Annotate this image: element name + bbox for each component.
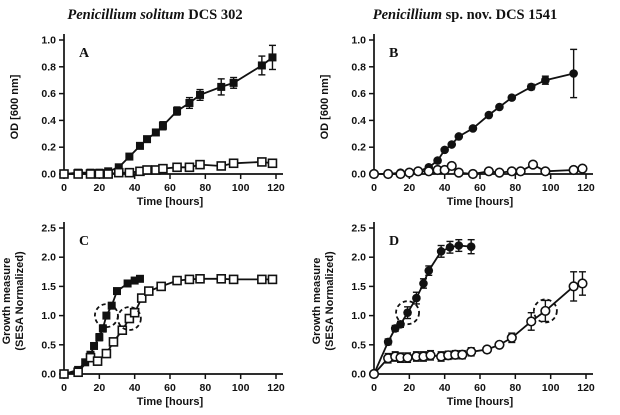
svg-text:0.6: 0.6 — [351, 88, 366, 100]
svg-text:Time [hours]: Time [hours] — [137, 396, 204, 408]
svg-text:1.0: 1.0 — [351, 35, 366, 47]
svg-text:2.5: 2.5 — [41, 223, 56, 235]
svg-text:100: 100 — [542, 182, 560, 194]
svg-text:Time [hours]: Time [hours] — [137, 196, 204, 208]
svg-text:60: 60 — [164, 382, 176, 394]
svg-text:120: 120 — [267, 182, 285, 194]
top-panel-row: 0 20 40 60 80 100 120 0.0 0.2 0.4 0.6 0.8 1.0 Time [h… — [0, 24, 620, 214]
svg-text:0: 0 — [371, 382, 377, 394]
bottom-panel-row: 0 20 40 60 80 100 120 0.0 0.5 1.0 1.5 2.0 2.5 Time [h… — [0, 214, 620, 414]
svg-text:(SESA Normalized): (SESA Normalized) — [14, 251, 26, 351]
figure-title-right-regular: sp. nov. DCS 1541 — [442, 7, 558, 23]
svg-text:120: 120 — [577, 182, 595, 194]
svg-text:0.2: 0.2 — [351, 142, 366, 154]
svg-text:60: 60 — [474, 382, 486, 394]
svg-text:0.5: 0.5 — [41, 339, 56, 351]
svg-text:0.8: 0.8 — [351, 61, 366, 73]
figure-title-right-italic: Penicillium — [372, 7, 443, 23]
svg-text:Time [hours]: Time [hours] — [447, 196, 514, 208]
svg-text:Time [hours]: Time [hours] — [447, 396, 514, 408]
svg-text:20: 20 — [403, 182, 415, 194]
svg-text:20: 20 — [403, 382, 415, 394]
svg-text:20: 20 — [93, 382, 105, 394]
svg-text:120: 120 — [577, 382, 595, 394]
panel-d-chart: 0 20 40 60 80 100 120 0.0 0.5 1.0 1.5 2.0 2.5 Time [h… — [311, 222, 595, 408]
figure-title-left-italic: Penicillium solitum — [67, 7, 185, 23]
svg-text:2.0: 2.0 — [351, 252, 366, 264]
svg-text:0.4: 0.4 — [41, 115, 56, 127]
svg-text:1.0: 1.0 — [41, 310, 56, 322]
column-title-row: Penicillium solitum DCS 302 Penicillium … — [0, 0, 620, 24]
svg-text:40: 40 — [129, 382, 141, 394]
svg-text:80: 80 — [199, 382, 211, 394]
panel-a-chart: 0 20 40 60 80 100 120 0.0 0.2 0.4 0.6 0.8 1.0 Time [h… — [9, 34, 285, 208]
svg-text:0.8: 0.8 — [41, 61, 56, 73]
svg-text:A: A — [79, 46, 90, 61]
panel-c-chart: 0 20 40 60 80 100 120 0.0 0.5 1.0 1.5 2.0 2.5 Time [h… — [1, 222, 285, 408]
svg-text:0.0: 0.0 — [351, 169, 366, 181]
svg-text:40: 40 — [439, 182, 451, 194]
svg-text:Growth measure: Growth measure — [1, 258, 13, 345]
svg-text:60: 60 — [474, 182, 486, 194]
svg-text:OD [600 nm]: OD [600 nm] — [319, 74, 331, 139]
figure-title-left: Penicillium solitum DCS 302 — [0, 7, 310, 24]
svg-text:0.0: 0.0 — [351, 369, 366, 381]
svg-text:80: 80 — [199, 182, 211, 194]
svg-text:0: 0 — [61, 382, 67, 394]
svg-text:C: C — [79, 234, 89, 249]
svg-text:0.6: 0.6 — [41, 88, 56, 100]
svg-text:2.0: 2.0 — [41, 252, 56, 264]
svg-text:0: 0 — [371, 182, 377, 194]
svg-text:60: 60 — [164, 182, 176, 194]
svg-text:0: 0 — [61, 182, 67, 194]
svg-text:1.5: 1.5 — [41, 281, 56, 293]
svg-text:1.0: 1.0 — [41, 35, 56, 47]
svg-text:1.5: 1.5 — [351, 281, 366, 293]
svg-text:100: 100 — [232, 182, 250, 194]
svg-text:80: 80 — [509, 182, 521, 194]
figure-title-left-regular: DCS 302 — [184, 7, 243, 23]
svg-text:40: 40 — [439, 382, 451, 394]
svg-text:D: D — [389, 234, 399, 249]
figure-title-right: Penicillium sp. nov. DCS 1541 — [310, 7, 620, 24]
svg-text:1.0: 1.0 — [351, 310, 366, 322]
svg-text:100: 100 — [232, 382, 250, 394]
svg-text:OD [600 nm]: OD [600 nm] — [9, 74, 21, 139]
svg-text:0.4: 0.4 — [351, 115, 366, 127]
svg-text:(SESA Normalized): (SESA Normalized) — [324, 251, 336, 351]
svg-text:120: 120 — [267, 382, 285, 394]
svg-text:20: 20 — [93, 182, 105, 194]
svg-text:Growth measure: Growth measure — [311, 258, 323, 345]
svg-text:0.5: 0.5 — [351, 339, 366, 351]
svg-text:0.2: 0.2 — [41, 142, 56, 154]
svg-text:80: 80 — [509, 382, 521, 394]
svg-text:0.0: 0.0 — [41, 169, 56, 181]
panel-b-chart: 0 20 40 60 80 100 120 0.0 0.2 0.4 0.6 0.8 1.0 Time [h… — [319, 34, 595, 208]
svg-text:100: 100 — [542, 382, 560, 394]
svg-text:0.0: 0.0 — [41, 369, 56, 381]
svg-text:B: B — [389, 46, 398, 61]
svg-text:40: 40 — [129, 182, 141, 194]
svg-text:2.5: 2.5 — [351, 223, 366, 235]
